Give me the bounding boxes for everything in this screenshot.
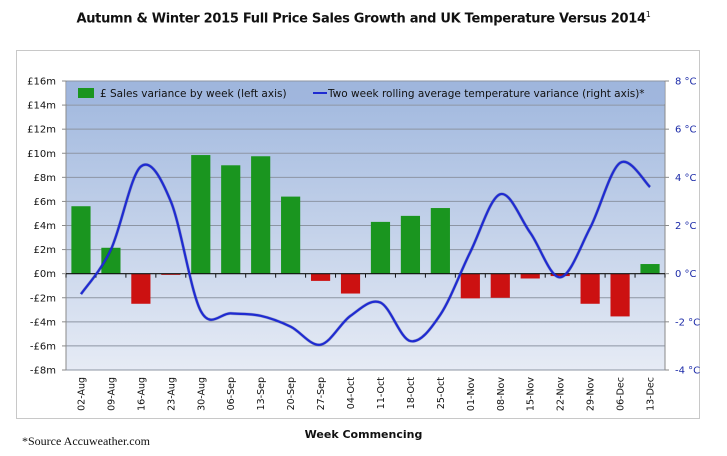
x-tick-label: 06-Dec: [616, 377, 627, 411]
left-tick-label: -£4m: [30, 317, 56, 328]
bar-29-Nov: [580, 273, 600, 304]
legend-bar-label: £ Sales variance by week (left axis): [100, 88, 287, 100]
x-tick-label: 27-Sep: [316, 377, 327, 410]
left-tick-label: £8m: [34, 173, 56, 184]
x-tick-label: 29-Nov: [586, 377, 597, 411]
x-tick-label: 15-Nov: [526, 377, 537, 411]
left-tick-label: £0m: [34, 269, 56, 280]
chart-title: Autumn & Winter 2015 Full Price Sales Gr…: [0, 10, 727, 26]
left-tick-label: £4m: [34, 221, 56, 232]
right-tick-label: -2 °C: [675, 317, 700, 328]
left-tick-label: £10m: [27, 149, 56, 160]
bar-16-Aug: [131, 273, 151, 304]
right-axis-ticks: -4 °C -2 °C 0 °C 2 °C 4 °C 6 °C 8 °C: [665, 77, 700, 377]
right-tick-label: 0 °C: [675, 269, 697, 280]
legend-background: [66, 82, 665, 104]
left-tick-label: -£8m: [30, 366, 56, 377]
x-tick-label: 08-Nov: [496, 377, 507, 411]
x-tick-label: 20-Sep: [286, 377, 297, 410]
left-axis-ticks: -£8m -£6m -£4m -£2m £0m £2m £4m £6m £8m £10m £12m £…: [27, 77, 66, 377]
right-tick-label: 6 °C: [675, 125, 697, 136]
left-tick-label: £12m: [27, 125, 56, 136]
x-tick-label: 18-Oct: [406, 377, 417, 409]
bar-13-Sep: [251, 156, 271, 274]
left-tick-label: £6m: [34, 197, 56, 208]
bar-09-Aug: [101, 247, 121, 274]
bar-08-Nov: [490, 273, 510, 298]
bar-13-Dec: [640, 264, 660, 274]
left-tick-label: £2m: [34, 245, 56, 256]
bar-01-Nov: [460, 273, 480, 299]
bar-23-Aug: [161, 273, 181, 275]
left-tick-label: £14m: [27, 101, 56, 112]
x-tick-label: 11-Oct: [376, 377, 387, 409]
x-axis-title: Week Commencing: [304, 428, 423, 441]
bar-series: [71, 155, 660, 317]
bar-22-Nov: [550, 273, 570, 277]
x-axis-ticks: 02-Aug 09-Aug 16-Aug 23-Aug 30-Aug 06-Sep 13-S…: [76, 377, 656, 411]
x-tick-label: 22-Nov: [556, 377, 567, 411]
x-tick-label: 01-Nov: [466, 377, 477, 411]
chart-title-text: Autumn & Winter 2015 Full Price Sales Gr…: [76, 11, 646, 27]
x-tick-label: 23-Aug: [166, 377, 177, 411]
right-tick-label: 4 °C: [675, 173, 697, 184]
source-footnote: *Source Accuweather.com: [22, 434, 150, 448]
gridlines: [66, 80, 665, 371]
temperature-line: [80, 160, 651, 346]
bar-04-Oct: [340, 273, 361, 294]
left-tick-label: £16m: [27, 77, 56, 88]
bar-11-Oct: [370, 221, 391, 274]
x-tick-label: 16-Aug: [136, 377, 147, 411]
legend: £ Sales variance by week (left axis) Two …: [66, 82, 665, 104]
left-tick-label: -£6m: [30, 341, 56, 352]
x-tick-label: 30-Aug: [196, 377, 207, 411]
bar-02-Aug: [71, 206, 91, 274]
right-tick-label: -4 °C: [675, 366, 700, 377]
x-tick-label: 25-Oct: [436, 377, 447, 409]
bar-27-Sep: [310, 273, 331, 281]
bar-06-Dec: [610, 273, 630, 317]
left-tick-label: -£2m: [30, 293, 56, 304]
bar-15-Nov: [520, 273, 540, 279]
x-tick-label: 06-Sep: [226, 377, 237, 410]
title-superscript: 1: [645, 10, 651, 19]
legend-line-label: Two week rolling average temperature var…: [327, 88, 645, 100]
x-tick-label: 13-Dec: [646, 377, 657, 411]
bar-30-Aug: [191, 155, 211, 274]
x-tick-label: 13-Sep: [256, 377, 267, 410]
right-tick-label: 8 °C: [675, 77, 697, 88]
bar-25-Oct: [430, 208, 450, 274]
line-series: [79, 160, 652, 347]
x-tick-label: 09-Aug: [106, 377, 117, 411]
x-tick-label: 04-Oct: [346, 377, 357, 409]
x-tick-label: 02-Aug: [76, 377, 87, 411]
bar-18-Oct: [400, 215, 421, 274]
right-tick-label: 2 °C: [675, 221, 697, 232]
legend-bar-swatch: [78, 88, 94, 98]
bar-06-Sep: [221, 165, 241, 274]
bar-20-Sep: [281, 196, 301, 274]
